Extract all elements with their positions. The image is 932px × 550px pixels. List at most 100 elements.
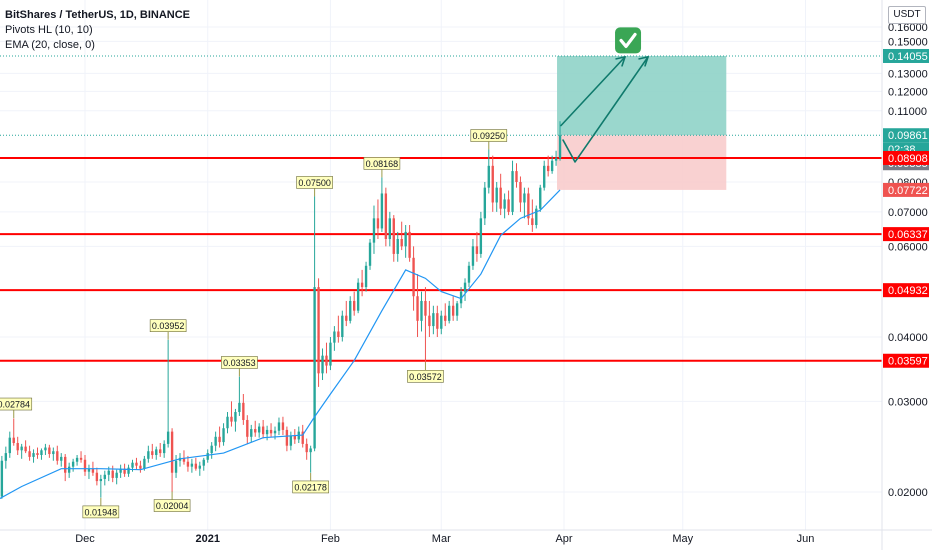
arrow-head-first [615,56,626,67]
pivot-high-label: 0.07500 [298,178,331,188]
candle-body [174,460,178,473]
candle-body [309,448,312,453]
candle-body [345,315,348,321]
candle-body [32,453,35,457]
candle-body [246,419,249,437]
candle-body [471,246,475,266]
candle-body [519,182,522,203]
candle-body [67,466,71,473]
drawing-arrows[interactable] [560,27,649,163]
candle-body [424,300,427,316]
pivot-high-box [296,176,333,189]
candle-body [12,437,15,443]
indicator-ema[interactable]: EMA (20, close, 0) [5,39,95,51]
price-label-bg [883,128,929,143]
candle-body [194,463,198,469]
candle-body [558,135,562,159]
check-icon [619,32,637,49]
candle-body [325,355,328,366]
candle-body [301,431,304,444]
candle-body [285,429,289,446]
pivot-labels: 0.02784 0.03952 0.03353 0.07500 0.08168 0.092… [0,129,508,519]
candle-body [190,463,194,467]
pivot-low-box [407,370,444,383]
candle-body [28,451,31,457]
candle-body [111,470,114,478]
candle-body [36,453,39,455]
x-tick-label: May [672,533,693,545]
candle-body [515,171,518,182]
candle-body [281,422,285,430]
y-tick-label: 0.04000 [888,332,928,344]
pivot-high-box [0,397,33,411]
candle-body [265,429,269,435]
candle-body [503,199,506,209]
candle-body [440,315,443,329]
pivot-low-label: 0.02178 [294,482,327,492]
price-label-bg [883,182,929,197]
candle-body [60,456,63,461]
candle-body [360,282,364,288]
candle-body [206,453,209,460]
chart-grid [0,0,882,530]
horizontal-levels[interactable] [0,156,882,362]
candle-body [353,300,356,311]
candle-body [155,449,158,455]
candle-body [218,436,221,443]
candle-body [250,429,253,437]
candle-body [364,265,368,288]
candle-body [182,457,186,462]
candle-body [277,422,281,431]
candle-body [52,451,55,455]
candle-body [495,187,498,203]
candle-body [416,296,419,321]
price-label-target: 0.14055 [888,51,928,63]
candle-body [123,468,126,474]
price-label-bg [883,283,929,298]
candle-body [139,465,142,469]
candle-body [341,315,344,337]
stop-zone [557,135,727,190]
candle-body [269,429,273,434]
candle-body [550,160,554,172]
ema-polyline [0,189,561,500]
symbol-title[interactable]: BitShares / TetherUS, 1D, BINANCE [5,9,191,21]
chart-legend: BitShares / TetherUS, 1D, BINANCE Pivots… [5,8,190,53]
check-badge [615,27,642,54]
pivot-high-box [221,356,258,369]
price-label-level: 0.06337 [888,229,928,241]
candle-body [8,437,11,454]
candle-body [198,465,201,469]
pivot-high-box [470,129,508,142]
candle-body [396,238,399,254]
candle-body [135,462,138,466]
candle-body [408,231,411,258]
candle-body [479,218,483,254]
position-zones [0,55,882,190]
price-label-level: 0.04932 [888,285,928,297]
price-label-last: 0.09861 [888,130,928,142]
candle-body [337,331,340,337]
candle-body [48,447,51,455]
price-label-level: 0.08908 [888,153,928,165]
pivot-low-box [82,505,120,519]
candle-body [107,470,110,475]
candle-body [87,468,91,472]
y-tick-label: 0.13000 [888,68,928,80]
candle-body [372,218,376,243]
candle-body [499,187,502,209]
currency-button[interactable]: USDT [888,6,926,24]
pivot-high-label: 0.08168 [366,159,399,169]
candle-body [428,315,431,327]
candle-body [83,459,87,472]
candle-body [491,165,494,203]
arrow-head-second [638,56,649,67]
candle-body [16,442,19,451]
candle-body [0,460,4,497]
candle-body [202,459,205,466]
candle-body [143,458,146,469]
indicator-pivots[interactable]: Pivots HL (10, 10) [5,24,93,36]
candle-body [261,426,265,435]
